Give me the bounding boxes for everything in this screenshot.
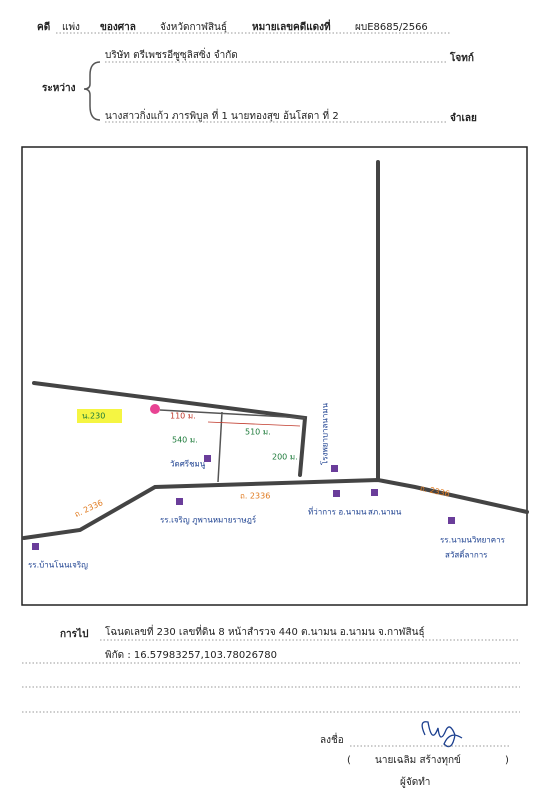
case-label: คดี [37, 21, 50, 33]
plaintiff-label: โจทก์ [449, 51, 474, 64]
signer: นายเฉลิม สร้างทุกข์ [375, 754, 461, 766]
highlight [77, 409, 122, 423]
road [22, 477, 529, 540]
map-label: รร.บ้านโนนเจริญ [28, 560, 88, 570]
icon [331, 465, 338, 472]
map-label: น.230 [82, 412, 105, 421]
map-label: สภ.นามน [368, 508, 402, 517]
map-label: วัดศรีชมนู [170, 460, 206, 470]
map-label: 510 ม. [245, 428, 271, 437]
between-label: ระหว่าง [42, 82, 76, 94]
close-paren: ) [505, 755, 509, 766]
case-no: ผบE8685/2566 [355, 22, 428, 33]
route: โฉนดเลขที่ 230 เลขที่ดิน 8 หน้าสำรวจ 440… [105, 624, 425, 638]
map-label: 200 ม. [272, 453, 298, 462]
icon [32, 543, 39, 550]
icon [176, 498, 183, 505]
map-label: ถ. 2336 [73, 498, 104, 519]
role: ผู้จัดทำ [400, 776, 430, 788]
case-no-label: หมายเลขคดีแดงที่ [252, 19, 331, 33]
map-label: 540 ม. [172, 436, 198, 445]
icon [204, 455, 211, 462]
map-label: รร.นามนวิทยาคาร [440, 536, 506, 545]
map-frame [21, 146, 528, 606]
defendant: นางสาวกิ่งแก้ว ภารพิบูล ที่ 1 นายทองสุข … [105, 108, 339, 122]
pin [150, 404, 160, 414]
signature [421, 721, 463, 748]
brace [83, 61, 101, 121]
map-label: ถ. 2336 [419, 484, 451, 499]
map-label: 110 ม. [170, 412, 196, 421]
map-label: ที่ว่าการ อ.นามน [308, 506, 367, 517]
map-label: รร.เจริญ ภูพานหมายราษฎร์ [160, 515, 257, 526]
map-label: ถ. 2336 [240, 492, 270, 501]
icon [448, 517, 455, 524]
open-paren: ( [347, 755, 351, 766]
case-type: แพ่ง [62, 22, 80, 33]
route-label: การไป [60, 627, 88, 640]
plot-boundary [159, 409, 306, 483]
sign-label: ลงชื่อ [320, 732, 344, 746]
icon [371, 489, 378, 496]
court-label: ของศาล [100, 22, 136, 33]
map-label: สวัสดิ์ลาการ [445, 549, 488, 560]
defendant-label: จำเลย [450, 112, 477, 124]
dimension [207, 421, 301, 427]
court: จังหวัดกาฬสินธุ์ [160, 21, 227, 33]
icon [333, 490, 340, 497]
map-label: โรงพยาบาลนามน [320, 402, 330, 465]
coords: พิกัด : 16.57983257,103.78026780 [105, 650, 277, 661]
plaintiff: บริษัท ตรีเพชรอีซูซุลิสซิ่ง จำกัด [105, 47, 238, 61]
